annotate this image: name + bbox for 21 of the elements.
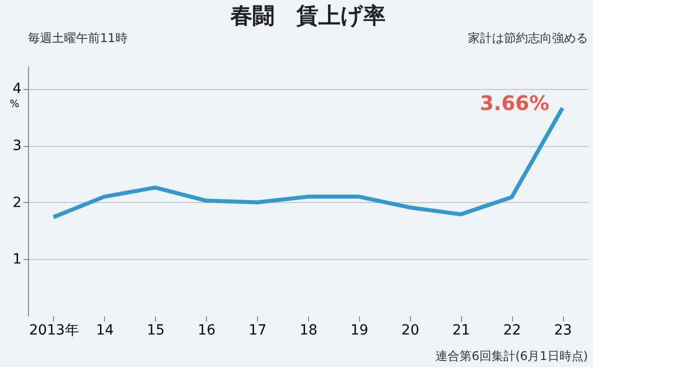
x-tick-label: 23 — [554, 322, 572, 338]
x-tick-label: 16 — [198, 322, 216, 338]
y-tick-label: 3 — [12, 138, 22, 154]
text: 家計は節約志向強める — [468, 31, 588, 45]
x-tick-label: 15 — [146, 322, 165, 338]
x-tick-label: 18 — [300, 322, 318, 338]
data-label: 3.66% — [480, 91, 550, 116]
x-tick-label: 17 — [248, 322, 267, 338]
x-tick-label: 20 — [401, 322, 420, 338]
y-axis-title: % — [10, 99, 20, 110]
x-tick-label: 2013年 — [29, 322, 79, 338]
y-tick-label: 2 — [12, 194, 22, 211]
x-tick-label: 19 — [350, 322, 368, 338]
y-tick-label: 1 — [12, 252, 22, 268]
x-tick-label: 14 — [96, 322, 114, 338]
chart-title: 春闘 賃上げ率 — [230, 3, 386, 29]
x-tick-label: 21 — [452, 322, 470, 338]
y-tick-label: 4 — [12, 81, 22, 98]
text: 連合第6回集計(6月1日時点) — [436, 349, 588, 363]
x-tick-label: 22 — [503, 322, 522, 338]
text: 毎週土曜午前11時 — [28, 31, 128, 45]
